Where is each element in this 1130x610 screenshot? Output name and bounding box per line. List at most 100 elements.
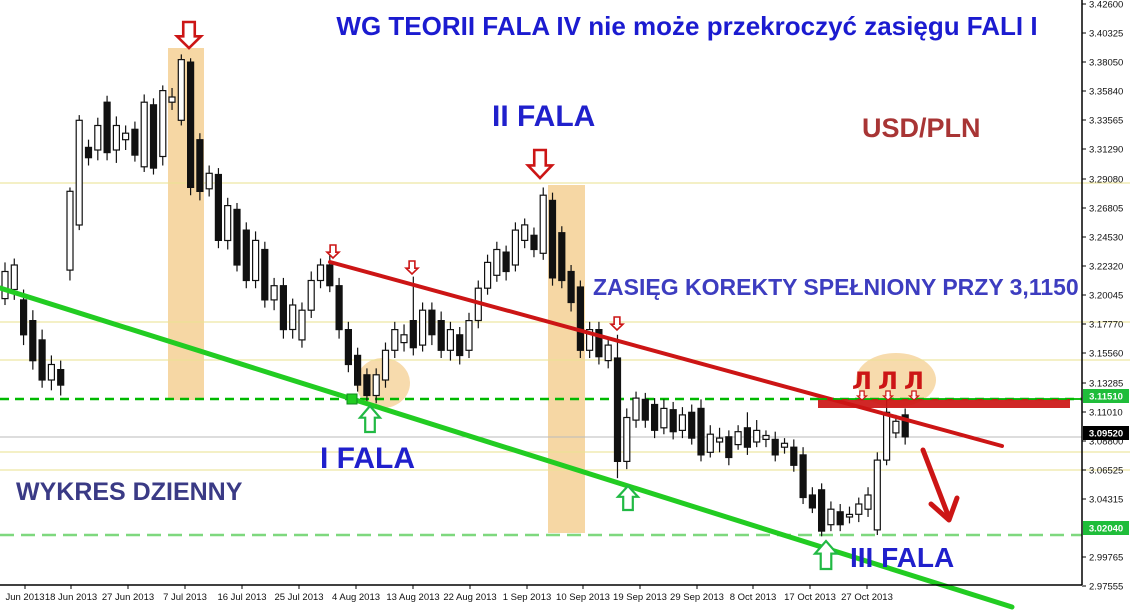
y-tick-label: 2.99765 — [1089, 553, 1123, 564]
candle-body — [511, 229, 520, 266]
candle-body — [771, 438, 779, 456]
candle-body — [715, 437, 724, 443]
candle-body — [196, 139, 204, 192]
red-down-arrow-icon — [881, 390, 895, 401]
candle-body — [539, 194, 547, 254]
candle-body — [1, 270, 9, 300]
candle-body — [363, 374, 371, 397]
x-tick-label: 1 Sep 2013 — [503, 592, 552, 603]
candle-body — [827, 508, 835, 526]
x-tick-label: 19 Sep 2013 — [613, 592, 667, 603]
candle-body — [660, 407, 668, 429]
correction-range-note: ZASIĘG KOREKTY SPEŁNIONY PRZY 3,1150 — [593, 274, 1079, 300]
y-tick-label: 3.20045 — [1089, 291, 1123, 302]
y-tick-label: 3.35840 — [1089, 87, 1123, 98]
x-tick-label: 25 Jul 2013 — [274, 592, 323, 603]
price-tag-label: 3.11510 — [1089, 392, 1123, 403]
x-tick-label: 13 Aug 2013 — [386, 592, 439, 603]
green-up-arrow-icon — [357, 404, 383, 434]
candle-body — [623, 416, 631, 463]
y-tick-label: 3.08800 — [1089, 437, 1123, 448]
red-down-arrow-icon — [609, 316, 625, 332]
resistance-bar — [818, 399, 1070, 408]
candle-body — [456, 334, 464, 357]
candle-body — [75, 119, 83, 226]
candle-body — [604, 344, 612, 362]
wave2-label: II FALA — [492, 100, 596, 133]
candle-body — [214, 173, 222, 242]
green-up-arrow-icon — [615, 484, 641, 512]
candle-body — [242, 229, 250, 282]
candle-body — [585, 329, 594, 351]
candle-body — [140, 101, 148, 168]
candle-body — [817, 489, 826, 532]
y-tick-label: 3.29080 — [1089, 175, 1123, 186]
candle-body — [279, 285, 287, 331]
candle-body — [94, 124, 102, 151]
candle-body — [780, 442, 789, 448]
y-tick-label: 3.31290 — [1089, 145, 1123, 156]
candle-body — [344, 329, 352, 366]
green-trendline — [0, 285, 1015, 610]
candle-body — [47, 363, 56, 381]
candle-body — [270, 285, 278, 301]
y-tick-label: 3.40325 — [1089, 29, 1123, 40]
sketch-arrow-head — [928, 495, 960, 523]
y-tick-label: 3.24530 — [1089, 233, 1123, 244]
candle-body — [233, 208, 241, 266]
candle-body — [901, 414, 909, 438]
candle-body — [706, 433, 714, 453]
y-tick-label: 3.06525 — [1089, 466, 1123, 477]
candle-body — [103, 101, 111, 154]
candle-body — [530, 234, 538, 251]
x-tick-label: 17 Oct 2013 — [784, 592, 836, 603]
candle-body — [493, 248, 501, 276]
price-tag — [1083, 521, 1129, 535]
x-tick-label: 4 Aug 2013 — [332, 592, 380, 603]
y-tick-label: 3.17770 — [1089, 320, 1123, 331]
candle-body — [391, 329, 399, 351]
x-tick-label: 18 Jun 2013 — [45, 592, 97, 603]
candle-body — [678, 414, 687, 431]
price-tag — [1083, 389, 1129, 403]
y-tick-label: 3.33565 — [1089, 116, 1123, 127]
candle-body — [855, 503, 863, 515]
pulse-marker-glyph: Л — [904, 367, 924, 395]
symbol-label: USD/PLN — [862, 113, 981, 143]
pulse-marker-glyph: Л — [852, 367, 872, 395]
red-down-arrow-icon — [404, 260, 420, 276]
candle-body — [743, 427, 752, 448]
y-tick-label: 3.13285 — [1089, 379, 1123, 390]
candle-body — [521, 224, 529, 241]
candle-body — [688, 411, 696, 439]
candle-body — [298, 309, 306, 341]
price-tag-label: 3.02040 — [1089, 524, 1123, 535]
y-tick-label: 3.42600 — [1089, 0, 1123, 11]
candle-body — [29, 320, 37, 362]
red-down-arrow-icon — [524, 148, 556, 180]
candle-body — [836, 511, 844, 526]
candle-body — [446, 329, 454, 351]
candle-body — [159, 89, 167, 158]
x-tick-label: 29 Sep 2013 — [670, 592, 724, 603]
y-tick-label: 3.26805 — [1089, 204, 1123, 215]
candle-body — [697, 407, 705, 456]
candle-body — [326, 264, 334, 287]
candle-body — [409, 320, 417, 349]
candle-body — [799, 454, 807, 499]
candle-body — [558, 232, 566, 282]
candle-body — [808, 494, 817, 509]
red-down-arrow-icon — [325, 244, 341, 260]
candle-body — [289, 304, 297, 331]
candle-body — [567, 270, 575, 304]
candle-body — [168, 96, 176, 103]
candle-body — [734, 431, 742, 446]
candle-body — [38, 339, 46, 381]
candle-body — [484, 261, 492, 289]
candle-body — [372, 374, 380, 397]
candle-body — [576, 286, 585, 351]
wave3-label: III FALA — [850, 542, 955, 573]
x-tick-label: 27 Oct 2013 — [841, 592, 893, 603]
candle-body — [845, 513, 854, 518]
